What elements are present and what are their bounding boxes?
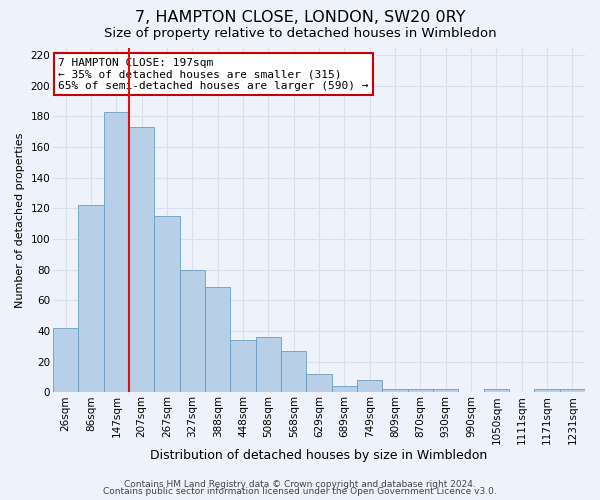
Text: 7 HAMPTON CLOSE: 197sqm
← 35% of detached houses are smaller (315)
65% of semi-d: 7 HAMPTON CLOSE: 197sqm ← 35% of detache… [58,58,369,91]
Bar [180,270,205,392]
Bar [407,390,433,392]
Bar [53,328,79,392]
Bar [560,390,585,392]
Text: 7, HAMPTON CLOSE, LONDON, SW20 0RY: 7, HAMPTON CLOSE, LONDON, SW20 0RY [135,10,465,25]
Bar [129,127,154,392]
Bar [154,216,180,392]
Text: Size of property relative to detached houses in Wimbledon: Size of property relative to detached ho… [104,28,496,40]
Y-axis label: Number of detached properties: Number of detached properties [15,132,25,308]
Text: Contains HM Land Registry data © Crown copyright and database right 2024.: Contains HM Land Registry data © Crown c… [124,480,476,489]
Bar [484,390,509,392]
Bar [307,374,332,392]
X-axis label: Distribution of detached houses by size in Wimbledon: Distribution of detached houses by size … [151,450,488,462]
Bar [256,337,281,392]
Bar [281,351,307,393]
Bar [382,390,407,392]
Bar [104,112,129,392]
Bar [357,380,382,392]
Bar [205,286,230,393]
Text: Contains public sector information licensed under the Open Government Licence v3: Contains public sector information licen… [103,487,497,496]
Bar [332,386,357,392]
Bar [433,390,458,392]
Bar [535,390,560,392]
Bar [79,206,104,392]
Bar [230,340,256,392]
